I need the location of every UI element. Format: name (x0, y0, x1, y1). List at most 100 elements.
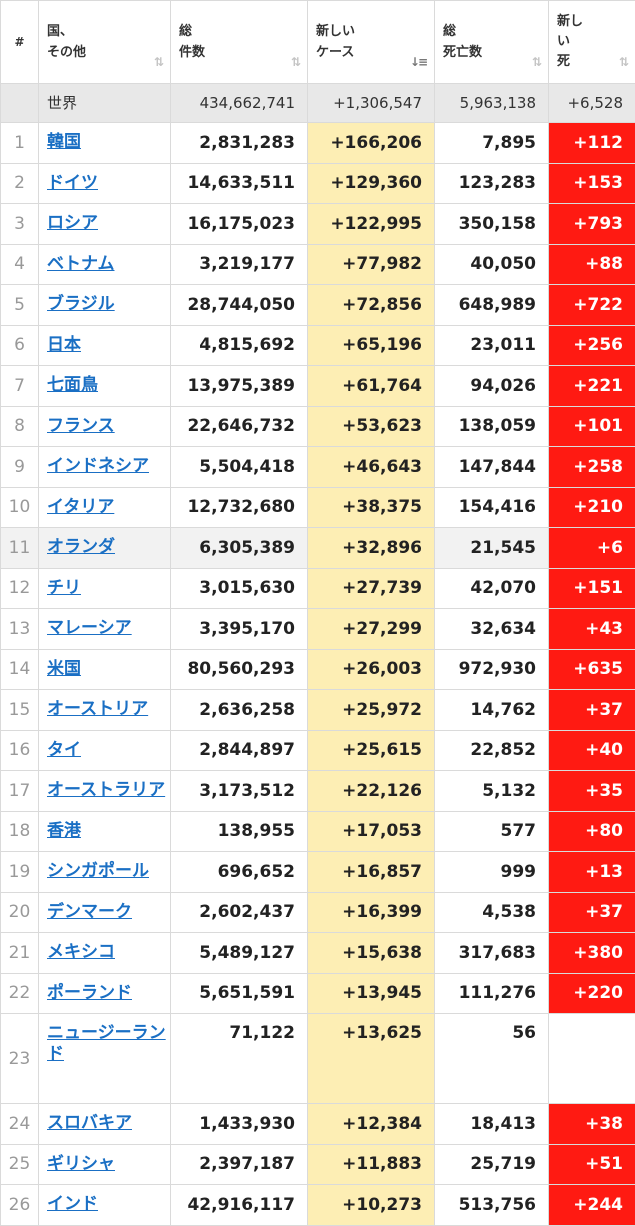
total-cases-cell: 71,122 (171, 1014, 308, 1104)
sort-icon[interactable]: ⇅ (154, 55, 162, 69)
rank-cell: 18 (1, 811, 39, 852)
country-link[interactable]: ニュージーランド (47, 1023, 166, 1064)
rank-cell: 9 (1, 447, 39, 488)
new-deaths-cell: +258 (549, 447, 635, 488)
total-deaths-cell: 999 (435, 852, 549, 893)
new-deaths-cell: +80 (549, 811, 635, 852)
new-cases-cell: +16,399 (308, 892, 435, 933)
new-deaths-cell: +88 (549, 244, 635, 285)
country-header-label: 国、 その他 (39, 21, 170, 63)
new-cases-cell: +10,273 (308, 1185, 435, 1226)
total-deaths-cell: 972,930 (435, 649, 549, 690)
rank-cell: 15 (1, 690, 39, 731)
new-cases-cell: +53,623 (308, 406, 435, 447)
new-cases-column-header[interactable]: 新しい ケース ↓≡ (308, 1, 435, 84)
country-cell: オランダ (39, 528, 171, 569)
country-cell: オーストリア (39, 690, 171, 731)
new-deaths-cell: +380 (549, 933, 635, 974)
sort-icon[interactable]: ⇅ (291, 55, 299, 69)
total-deaths-cell: 577 (435, 811, 549, 852)
sort-descending-icon[interactable]: ↓≡ (410, 55, 426, 69)
total-deaths-cell: 4,538 (435, 892, 549, 933)
country-link[interactable]: フランス (47, 416, 115, 436)
country-link[interactable]: デンマーク (47, 902, 132, 922)
country-link[interactable]: 七面鳥 (47, 375, 98, 395)
total-deaths-cell: 147,844 (435, 447, 549, 488)
country-link[interactable]: オランダ (47, 537, 115, 557)
total-cases-cell: 3,395,170 (171, 609, 308, 650)
new-deaths-cell: +221 (549, 366, 635, 407)
rank-column-header[interactable]: # (1, 1, 39, 84)
rank-cell: 6 (1, 325, 39, 366)
rank-cell: 3 (1, 204, 39, 245)
country-link[interactable]: チリ (47, 578, 81, 598)
country-cell: 米国 (39, 649, 171, 690)
rank-cell: 12 (1, 568, 39, 609)
new-deaths-cell: +40 (549, 730, 635, 771)
country-link[interactable]: オーストラリア (47, 780, 165, 800)
country-cell: メキシコ (39, 933, 171, 974)
total-cases-cell: 138,955 (171, 811, 308, 852)
new-deaths-cell: +244 (549, 1185, 635, 1226)
country-link[interactable]: ブラジル (47, 294, 115, 314)
new-deaths-cell: +635 (549, 649, 635, 690)
country-link[interactable]: ドイツ (47, 173, 98, 193)
country-link[interactable]: ギリシャ (47, 1154, 115, 1174)
country-link[interactable]: イタリア (47, 497, 114, 517)
new-deaths-cell: +793 (549, 204, 635, 245)
new-deaths-column-header[interactable]: 新し い 死 ⇅ (549, 1, 635, 84)
new-deaths-cell: +151 (549, 568, 635, 609)
total-cases-cell: 14,633,511 (171, 163, 308, 204)
country-link[interactable]: ポーランド (47, 983, 132, 1003)
country-link[interactable]: 韓国 (47, 132, 81, 152)
total-cases-cell: 2,844,897 (171, 730, 308, 771)
new-deaths-cell: +43 (549, 609, 635, 650)
total-deaths-cell: 22,852 (435, 730, 549, 771)
total-cases-cell: 2,831,283 (171, 123, 308, 164)
country-link[interactable]: 香港 (47, 821, 81, 841)
total-cases-cell: 5,504,418 (171, 447, 308, 488)
country-cell: 韓国 (39, 123, 171, 164)
new-cases-cell: +38,375 (308, 487, 435, 528)
country-cell: ロシア (39, 204, 171, 245)
total-deaths-column-header[interactable]: 総 死亡数 ⇅ (435, 1, 549, 84)
country-link[interactable]: インド (47, 1194, 98, 1214)
total-cases-cell: 1,433,930 (171, 1104, 308, 1145)
world-new-cases: +1,306,547 (308, 84, 435, 123)
country-link[interactable]: タイ (47, 740, 81, 760)
total-deaths-cell: 25,719 (435, 1144, 549, 1185)
country-link[interactable]: ロシア (47, 213, 98, 233)
new-deaths-cell: +37 (549, 892, 635, 933)
new-cases-cell: +32,896 (308, 528, 435, 569)
country-link[interactable]: インドネシア (47, 456, 149, 476)
country-link[interactable]: スロバキア (47, 1113, 132, 1133)
country-link[interactable]: シンガポール (47, 861, 149, 881)
rank-cell: 13 (1, 609, 39, 650)
country-link[interactable]: 米国 (47, 659, 81, 679)
new-cases-cell: +13,945 (308, 973, 435, 1014)
new-cases-cell: +22,126 (308, 771, 435, 812)
total-deaths-cell: 5,132 (435, 771, 549, 812)
country-link[interactable]: ベトナム (47, 254, 115, 274)
new-cases-cell: +61,764 (308, 366, 435, 407)
new-deaths-cell: +35 (549, 771, 635, 812)
sort-icon[interactable]: ⇅ (532, 55, 540, 69)
sort-icon[interactable]: ⇅ (619, 55, 627, 69)
rank-cell: 19 (1, 852, 39, 893)
world-total-cases: 434,662,741 (171, 84, 308, 123)
country-link[interactable]: マレーシア (47, 618, 132, 638)
country-link[interactable]: 日本 (47, 335, 81, 355)
rank-cell: 11 (1, 528, 39, 569)
country-link[interactable]: メキシコ (47, 942, 115, 962)
total-cases-column-header[interactable]: 総 件数 ⇅ (171, 1, 308, 84)
country-column-header[interactable]: 国、 その他 ⇅ (39, 1, 171, 84)
country-link[interactable]: オーストリア (47, 699, 148, 719)
